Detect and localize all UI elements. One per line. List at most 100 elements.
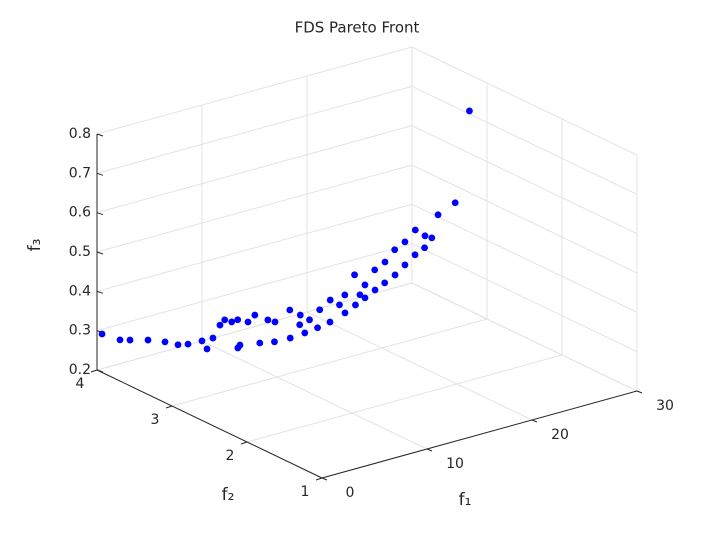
y-tick-label: 4 [76, 376, 85, 392]
point [361, 281, 369, 289]
z-tick [96, 290, 104, 294]
y-tick-label: 3 [151, 412, 160, 428]
y-tick-label: 2 [226, 448, 235, 464]
point [314, 324, 321, 332]
point [126, 336, 134, 344]
y-tick [165, 405, 173, 409]
x-tick [636, 390, 643, 394]
z-tick-label: 0.6 [69, 205, 91, 221]
point [411, 251, 419, 259]
point [116, 336, 124, 344]
point [401, 261, 409, 269]
point [371, 266, 379, 274]
point [286, 334, 294, 342]
point [411, 226, 419, 234]
point [271, 318, 279, 326]
point [271, 338, 278, 346]
x-tick [531, 419, 538, 423]
z-tick-label: 0.8 [69, 126, 91, 142]
grid-line [411, 282, 638, 392]
point [356, 291, 364, 299]
z-tick-label: 0.5 [69, 244, 91, 260]
point [421, 232, 429, 240]
point [316, 306, 324, 314]
point [256, 339, 264, 347]
point [296, 321, 304, 329]
point [174, 341, 182, 349]
z-tick [96, 251, 104, 255]
x-tick-label: 30 [656, 398, 674, 414]
grid-line [246, 354, 563, 443]
point [98, 330, 106, 338]
z-tick-label: 0.4 [69, 283, 91, 299]
grid-line [96, 203, 413, 292]
point [451, 199, 459, 207]
point [352, 301, 359, 309]
y-tick [240, 441, 248, 445]
grid-line [411, 85, 638, 195]
grid-line [411, 243, 638, 353]
grid-line [171, 318, 488, 407]
grid-line [96, 164, 413, 253]
grid-line [306, 311, 533, 421]
point [381, 258, 389, 266]
point [421, 244, 428, 252]
point [203, 345, 211, 353]
point [221, 316, 229, 324]
x-tick [321, 477, 328, 481]
grid-line [96, 85, 413, 174]
y-tick-label: 1 [301, 484, 310, 500]
point [236, 341, 244, 349]
point [216, 321, 224, 329]
grid-line [96, 243, 413, 332]
chart-title: FDS Pareto Front [295, 19, 420, 37]
z-tick-label: 0.7 [69, 165, 91, 181]
point [371, 286, 379, 294]
x-tick-label: 0 [346, 485, 355, 501]
z-axis-label: f₃ [25, 239, 45, 252]
point [401, 238, 409, 246]
y-tick [90, 369, 98, 373]
point [361, 294, 369, 302]
point [391, 246, 399, 254]
grid-line [201, 340, 428, 450]
point [251, 311, 259, 319]
grid-line [96, 125, 413, 214]
point [296, 311, 304, 319]
point [326, 296, 334, 304]
z-tick [96, 369, 104, 373]
point [391, 271, 399, 279]
point [341, 291, 349, 299]
grid-line [411, 125, 638, 235]
x-axis [321, 390, 638, 479]
z-tick-label: 0.2 [69, 362, 91, 378]
point [428, 234, 436, 242]
z-tick [96, 172, 104, 176]
point [244, 318, 252, 326]
x-tick-label: 20 [551, 427, 569, 443]
z-tick [96, 212, 104, 216]
grid-line [411, 203, 638, 313]
point [264, 316, 272, 324]
point [286, 306, 294, 314]
y-axis [96, 369, 323, 479]
x-tick-label: 10 [446, 456, 464, 472]
point [326, 318, 334, 326]
point [228, 318, 236, 326]
point [336, 301, 343, 309]
x-tick [426, 448, 433, 452]
point [209, 334, 217, 342]
z-tick [96, 133, 104, 137]
point [434, 211, 442, 219]
point [234, 316, 242, 324]
grid-line [96, 46, 413, 135]
point [144, 336, 152, 344]
y-axis-label: f₂ [222, 485, 235, 505]
z-tick-label: 0.3 [69, 323, 91, 339]
point [341, 309, 349, 317]
point [184, 340, 192, 348]
point [198, 337, 206, 345]
point [466, 107, 473, 115]
point [351, 271, 358, 279]
